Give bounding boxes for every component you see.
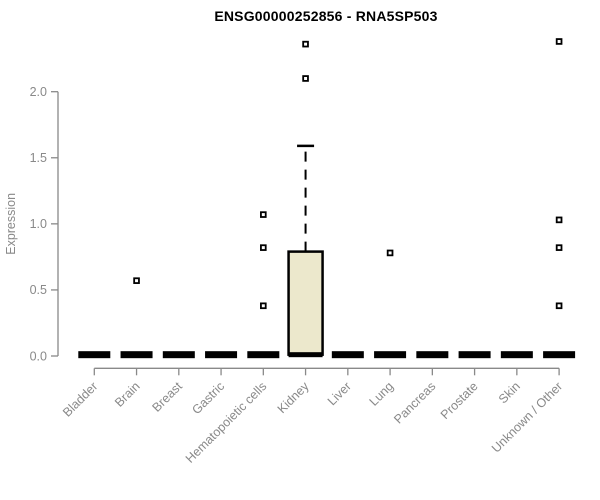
outlier-point [302, 75, 309, 82]
x-tick-label: Bladder [60, 379, 100, 419]
outlier-point [555, 302, 563, 310]
flat-box [500, 351, 533, 359]
flat-box [205, 351, 238, 359]
flat-box [162, 351, 195, 359]
flat-box [120, 351, 153, 359]
y-tick-label: 2.0 [30, 85, 47, 99]
outlier-point [555, 244, 563, 251]
flat-box [78, 351, 111, 359]
y-axis-title: Expression [4, 193, 18, 255]
outlier-point [260, 244, 267, 251]
outlier-point [555, 38, 563, 45]
y-tick-label: 0.0 [30, 349, 47, 363]
outlier-point [260, 302, 267, 310]
flat-box [374, 351, 407, 359]
x-tick-label: Pancreas [391, 379, 438, 426]
flat-box [458, 351, 491, 359]
outlier-point [386, 249, 394, 257]
outlier-point [260, 211, 267, 218]
x-tick-label: Kidney [275, 379, 312, 416]
flat-box [543, 351, 576, 359]
y-tick-label: 1.0 [30, 217, 47, 231]
x-tick-label: Hematopoietic cells [183, 379, 270, 466]
x-tick-label: Skin [496, 379, 523, 406]
chart-title: ENSG00000252856 - RNA5SP503 [214, 8, 438, 24]
flat-box [331, 351, 364, 359]
median-line [288, 352, 323, 358]
outlier-point [133, 277, 140, 284]
x-tick-label: Gastric [189, 379, 227, 417]
box [287, 250, 324, 356]
y-tick-label: 1.5 [30, 151, 47, 165]
x-tick-label: Prostate [438, 379, 481, 422]
y-tick-label: 0.5 [30, 283, 47, 297]
x-tick-label: Brain [112, 379, 143, 410]
x-tick-label: Liver [325, 379, 354, 408]
flat-box [247, 351, 280, 359]
outlier-point [302, 40, 309, 48]
flat-box [416, 351, 449, 359]
x-tick-label: Breast [149, 379, 185, 415]
outlier-point [555, 216, 563, 224]
x-tick-label: Lung [367, 379, 397, 409]
